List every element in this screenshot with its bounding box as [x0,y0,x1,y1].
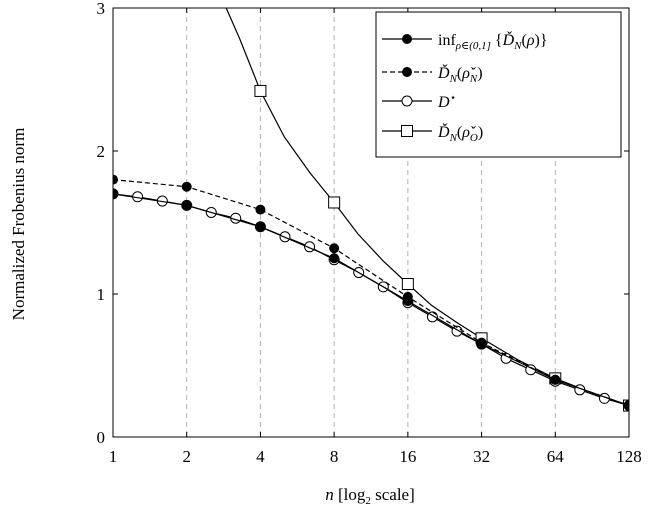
data-point [329,197,340,208]
x-tick-label: 4 [256,447,265,466]
y-tick-label: 2 [97,142,106,161]
x-tick-label: 8 [330,447,339,466]
series-line [113,180,629,406]
x-tick-label: 2 [182,447,191,466]
data-point [255,85,266,96]
legend-marker-rhoN [402,67,412,77]
data-point [477,339,487,349]
x-tick-labels: 1 2 4 8 16 32 64 128 [109,447,642,466]
data-point [403,296,413,306]
legend: infρ∈(0,1] {ĎN(ρ)} ĎN(ρ̌N) D⋆ ĎN(ρ̌O) [376,12,621,157]
y-tick-label: 3 [97,0,106,18]
x-tick-label: 1 [109,447,118,466]
data-point [329,243,339,253]
data-point [182,200,192,210]
x-tick-label: 32 [473,447,490,466]
data-point [329,253,339,263]
x-tick-label: 64 [547,447,565,466]
y-tick-labels: 0 1 2 3 [97,0,106,447]
y-tick-label: 1 [97,285,106,304]
data-point [255,205,265,215]
data-point [255,222,265,232]
x-tick-label: 16 [399,447,416,466]
y-axis-label: Normalized Frobenius norm [9,128,28,321]
legend-marker-inf [402,34,412,44]
legend-label-inf: infρ∈(0,1] {ĎN(ρ)} [438,30,548,52]
legend-marker-dstar [402,96,412,106]
data-point [182,182,192,192]
legend-marker-rhoO [402,126,413,137]
y-tick-label: 0 [97,428,106,447]
data-point [402,278,413,289]
data-point [550,375,560,385]
x-tick-label: 128 [616,447,642,466]
x-axis-label: n [log2 scale] [325,485,415,507]
